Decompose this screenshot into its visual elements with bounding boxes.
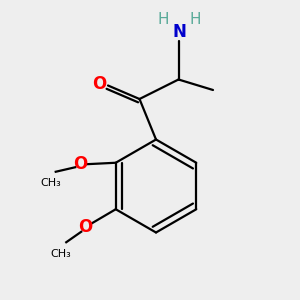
Text: CH₃: CH₃ bbox=[51, 249, 71, 259]
Text: O: O bbox=[78, 218, 92, 236]
Text: H: H bbox=[189, 12, 201, 27]
Text: O: O bbox=[73, 155, 88, 173]
Text: N: N bbox=[172, 23, 186, 41]
Text: CH₃: CH₃ bbox=[40, 178, 61, 188]
Text: H: H bbox=[158, 12, 169, 27]
Text: O: O bbox=[92, 75, 107, 93]
